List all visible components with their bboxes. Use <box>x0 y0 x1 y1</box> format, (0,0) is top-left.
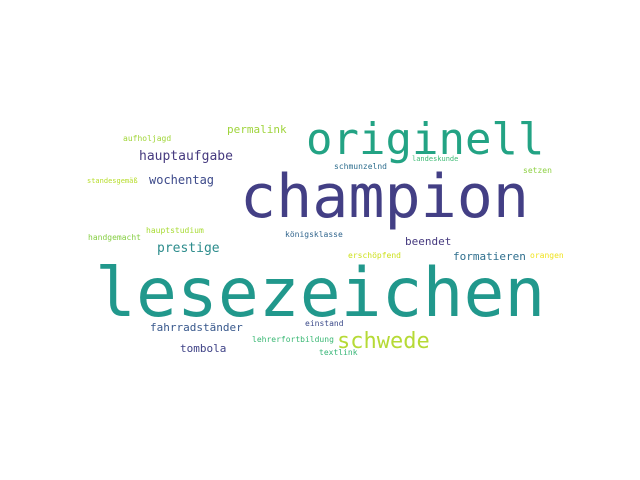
word-hauptaufgabe: hauptaufgabe <box>139 149 233 164</box>
word-hauptstudium: hauptstudium <box>146 226 204 235</box>
word-lesezeichen: lesezeichen <box>95 254 546 333</box>
word-aufholjagd: aufholjagd <box>123 134 172 143</box>
word-landeskunde: landeskunde <box>412 155 459 163</box>
word-koenigsklasse: königsklasse <box>285 230 343 239</box>
word-orangen: orangen <box>530 251 564 260</box>
word-erschoepfend: erschöpfend <box>348 251 401 260</box>
word-permalink: permalink <box>227 123 287 136</box>
word-lehrerfortbildung: lehrerfortbildung <box>252 335 334 344</box>
word-formatieren: formatieren <box>453 250 526 263</box>
word-beendet: beendet <box>405 235 452 248</box>
word-tombola: tombola <box>180 342 227 355</box>
word-setzen: setzen <box>523 166 552 175</box>
word-wochentag: wochentag <box>149 173 215 187</box>
word-textlink: textlink <box>319 348 358 357</box>
word-originell: originell <box>306 114 545 165</box>
word-prestige: prestige <box>157 241 220 256</box>
word-fahrradstaender: fahrradständer <box>150 321 243 334</box>
word-handgemacht: handgemacht <box>88 233 141 242</box>
word-einstand: einstand <box>305 319 344 328</box>
word-standesgemaess: standesgemäß <box>87 177 138 185</box>
word-schwede: schwede <box>337 329 430 354</box>
word-schmunzelnd: schmunzelnd <box>334 162 387 171</box>
word-champion: champion <box>240 162 529 232</box>
